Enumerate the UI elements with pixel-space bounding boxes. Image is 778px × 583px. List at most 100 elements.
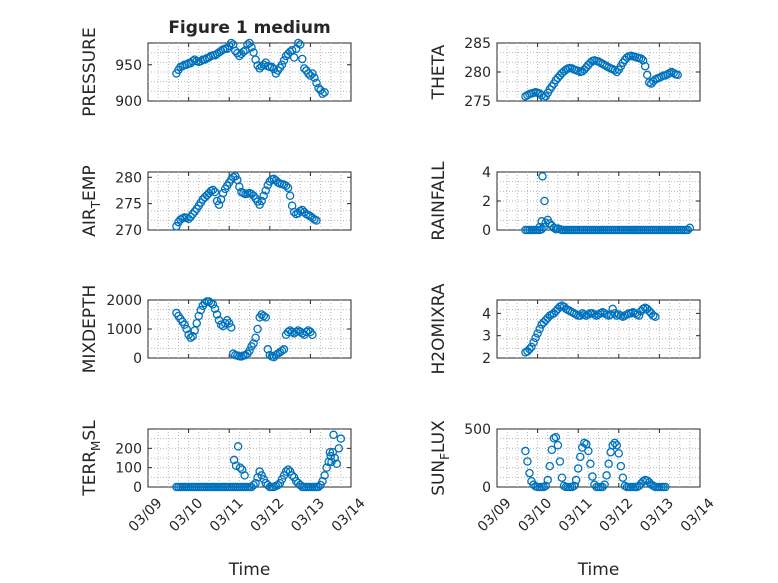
data-point (188, 331, 197, 341)
y-tick-label: 2 (482, 351, 491, 367)
data-point (240, 471, 249, 480)
y-axis-label: SUNFLUX (429, 420, 452, 496)
data-point (216, 320, 226, 329)
y-axis-label: THETA (429, 44, 449, 100)
data-point (249, 339, 258, 348)
y-axis-label-subscript: M (89, 441, 103, 451)
data-point (685, 223, 695, 233)
data-point (291, 327, 301, 337)
data-point (332, 459, 342, 469)
data-point (182, 60, 191, 70)
data-point (525, 468, 534, 478)
data-point (553, 440, 563, 450)
data-point (525, 344, 534, 354)
data-point (279, 56, 289, 65)
data-point (538, 172, 547, 181)
y-axis-label-rest: EMP (80, 165, 100, 201)
data-point (226, 38, 236, 48)
data-point (194, 311, 203, 321)
data-point (325, 447, 335, 457)
data-point (584, 446, 593, 456)
data-point (612, 440, 622, 450)
x-tick-label: 03/10 (515, 495, 555, 535)
data-point (293, 38, 303, 48)
data-point (287, 327, 297, 337)
data-point (263, 345, 273, 354)
y-axis-label: H2OMIXRA (429, 283, 449, 374)
data-point (329, 430, 338, 440)
y-tick-label: 280 (464, 65, 491, 81)
data-point (279, 345, 289, 354)
data-point (283, 465, 293, 474)
data-point (537, 217, 546, 226)
y-tick-label: 1000 (106, 322, 142, 338)
data-point (328, 447, 337, 457)
x-tick-label: 03/12 (248, 495, 288, 535)
data-point (283, 183, 293, 193)
data-point (575, 452, 585, 462)
data-point (569, 481, 579, 491)
x-tick-label: 03/12 (597, 495, 637, 535)
subplot-theta: 275 280 285 THETA (429, 36, 701, 110)
data-point (231, 461, 241, 470)
data-point (267, 62, 277, 72)
y-tick-label: 950 (115, 58, 142, 74)
data-point (322, 463, 331, 472)
data-point (245, 38, 254, 48)
data-point (586, 58, 595, 67)
data-point (673, 70, 682, 80)
data-point (188, 209, 197, 219)
data-point (218, 188, 228, 198)
data-point (549, 223, 559, 233)
data-point (251, 55, 260, 64)
y-tick-label: 4 (482, 306, 491, 322)
y-tick-label: 275 (115, 197, 142, 213)
data-point (320, 471, 329, 480)
data-point (200, 55, 210, 64)
data-point (283, 327, 293, 337)
data-point (541, 481, 550, 491)
data-point (224, 318, 234, 328)
data-point (535, 324, 544, 334)
data-point (247, 43, 256, 52)
data-point (547, 445, 557, 455)
data-point (610, 438, 619, 448)
data-point (573, 464, 583, 473)
data-point (523, 457, 532, 466)
data-point (214, 200, 224, 209)
data-point (636, 54, 646, 63)
data-point (261, 186, 270, 195)
data-point (182, 324, 191, 334)
data-point (235, 182, 244, 192)
x-axis-label: Time (228, 560, 271, 580)
data-point (651, 312, 660, 321)
data-point (555, 457, 565, 466)
data-point (318, 89, 327, 99)
data-point (273, 480, 283, 490)
data-point (588, 472, 597, 481)
data-point (336, 434, 346, 443)
data-point (253, 324, 262, 334)
data-point (289, 53, 299, 62)
x-tick-label: 03/11 (207, 495, 247, 535)
y-axis-label-subscript: F (438, 453, 452, 460)
data-point (172, 222, 181, 231)
data-point (212, 310, 222, 319)
subplot-sun_flux: 0 500 03/09 03/10 03/11 03/12 03/13 03/14 SUNFLU… (429, 420, 718, 580)
data-point (196, 305, 206, 315)
data-point (269, 64, 279, 74)
data-point (277, 346, 287, 355)
data-point (306, 71, 315, 80)
data-point (531, 333, 540, 343)
data-point (600, 480, 609, 489)
subplot-mixdepth: 0 1000 2000 MIXDEPTH (80, 285, 352, 373)
x-tick-label: 03/14 (329, 495, 369, 535)
data-point (314, 482, 323, 492)
data-point (285, 191, 295, 200)
data-point (226, 323, 236, 332)
data-point (334, 444, 344, 453)
data-point (229, 455, 239, 465)
y-tick-label: 280 (115, 170, 142, 186)
data-point (257, 196, 266, 206)
